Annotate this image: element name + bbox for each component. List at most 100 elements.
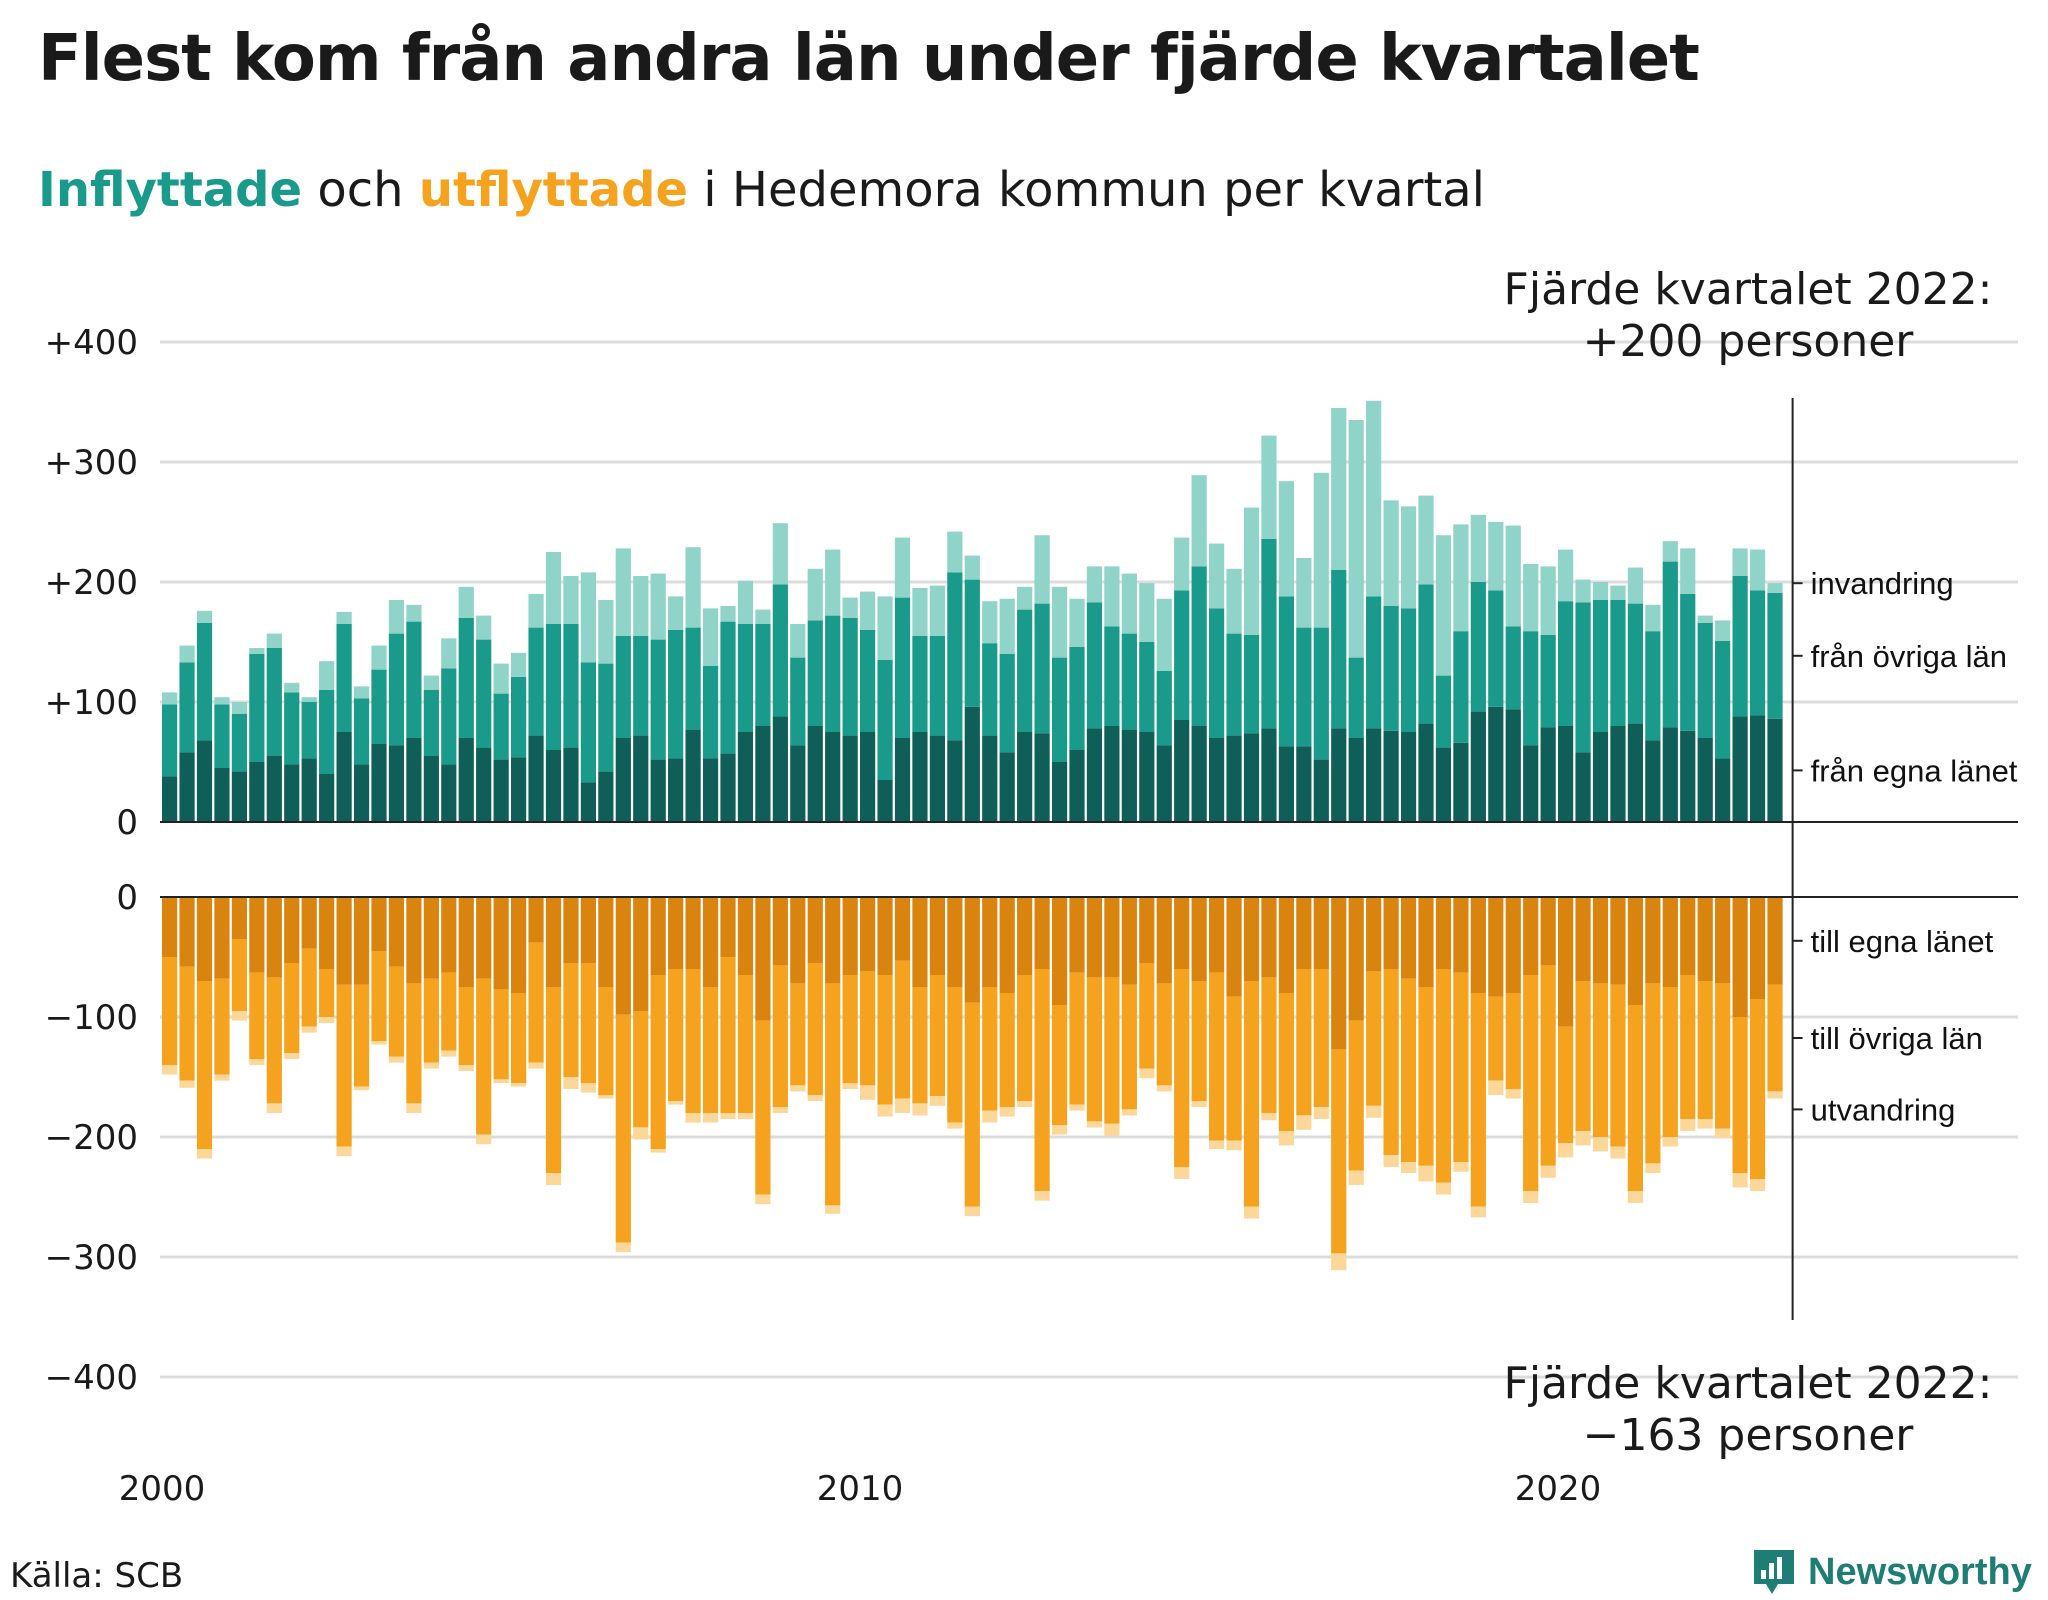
inflow-other-county-bar bbox=[720, 621, 736, 754]
inflow-other-county-bar bbox=[1470, 582, 1486, 712]
y-tick-label: 0 bbox=[116, 803, 138, 843]
inflow-own-county-bar bbox=[615, 738, 631, 822]
outflow-own-county-bar bbox=[1592, 897, 1609, 984]
outflow-emigration-bar bbox=[1505, 1089, 1521, 1099]
outflow-other-county-bar bbox=[1261, 977, 1277, 1113]
outflow-other-county-bar bbox=[982, 987, 998, 1111]
outflow-emigration-bar bbox=[737, 1113, 754, 1119]
inflow-own-county-bar bbox=[1715, 758, 1731, 822]
inflow-immigration-bar bbox=[860, 591, 876, 630]
inflow-own-county-bar bbox=[284, 764, 300, 822]
inflow-other-county-bar bbox=[1243, 634, 1260, 734]
outflow-emigration-bar bbox=[1453, 1162, 1469, 1172]
outflow-own-county-bar bbox=[1226, 897, 1242, 997]
inflow-immigration-bar bbox=[162, 692, 178, 705]
inflow-immigration-bar bbox=[1278, 481, 1294, 597]
inflow-other-county-bar bbox=[650, 639, 666, 760]
inflow-other-county-bar bbox=[1331, 570, 1347, 729]
outflow-other-county-bar bbox=[1139, 963, 1155, 1069]
y-tick-label: 0 bbox=[116, 878, 138, 918]
inflow-immigration-bar bbox=[1558, 549, 1574, 602]
inflow-other-county-bar bbox=[1732, 576, 1748, 717]
inflow-immigration-bar bbox=[493, 663, 509, 694]
outflow-other-county-bar bbox=[1645, 983, 1661, 1164]
inflow-other-county-bar bbox=[1400, 608, 1417, 732]
inflow-other-county-bar bbox=[1592, 600, 1609, 732]
inflow-immigration-bar bbox=[1243, 507, 1260, 635]
outflow-own-county-bar bbox=[1017, 897, 1033, 975]
inflow-other-county-bar bbox=[1034, 603, 1050, 734]
outflow-own-county-bar bbox=[685, 897, 701, 969]
outflow-other-county-bar bbox=[1732, 1017, 1748, 1173]
outflow-emigration-bar bbox=[1592, 1137, 1609, 1152]
outflow-own-county-bar bbox=[441, 897, 457, 973]
outflow-own-county-bar bbox=[1505, 897, 1521, 993]
outflow-emigration-bar bbox=[249, 1059, 265, 1065]
label-till-ovriga-lan: till övriga län bbox=[1811, 1021, 1983, 1056]
y-tick-label: +400 bbox=[45, 323, 138, 363]
outflow-other-county-bar bbox=[1697, 981, 1713, 1119]
outflow-own-county-bar bbox=[1121, 897, 1137, 985]
outflow-own-county-bar bbox=[650, 897, 666, 975]
outflow-other-county-bar bbox=[1749, 999, 1766, 1179]
inflow-immigration-bar bbox=[1400, 506, 1417, 609]
outflow-own-county-bar bbox=[615, 897, 631, 1015]
inflow-immigration-bar bbox=[196, 610, 213, 623]
outflow-other-county-bar bbox=[441, 972, 457, 1051]
inflow-immigration-bar bbox=[441, 638, 457, 669]
outflow-emigration-bar bbox=[336, 1146, 352, 1157]
inflow-immigration-bar bbox=[842, 597, 858, 618]
outflow-other-county-bar bbox=[1558, 1026, 1574, 1143]
outflow-emigration-bar bbox=[388, 1056, 405, 1063]
inflow-own-county-bar bbox=[685, 729, 701, 822]
inflow-other-county-bar bbox=[1051, 657, 1068, 762]
inflow-immigration-bar bbox=[1715, 620, 1731, 641]
outflow-emigration-bar bbox=[1104, 1123, 1120, 1136]
outflow-other-county-bar bbox=[1243, 981, 1260, 1207]
outflow-own-county-bar bbox=[1313, 897, 1329, 969]
inflow-other-county-bar bbox=[947, 572, 963, 741]
outflow-emigration-bar bbox=[1523, 1191, 1539, 1203]
outflow-own-county-bar bbox=[476, 897, 492, 979]
outflow-emigration-bar bbox=[1540, 1165, 1556, 1178]
inflow-immigration-bar bbox=[563, 576, 579, 624]
inflow-other-county-bar bbox=[1540, 634, 1556, 728]
outflow-own-county-bar bbox=[1662, 897, 1678, 987]
outflow-own-county-bar bbox=[319, 897, 335, 969]
inflow-own-county-bar bbox=[196, 740, 213, 822]
inflow-own-county-bar bbox=[894, 738, 911, 822]
outflow-other-county-bar bbox=[1366, 971, 1382, 1106]
outflow-other-county-bar bbox=[371, 951, 387, 1041]
inflow-immigration-bar bbox=[1174, 537, 1190, 591]
outflow-own-county-bar bbox=[964, 897, 980, 1003]
inflow-other-county-bar bbox=[545, 624, 562, 750]
outflow-other-county-bar bbox=[493, 989, 509, 1080]
outflow-own-county-bar bbox=[1435, 897, 1452, 969]
inflow-own-county-bar bbox=[1732, 716, 1748, 822]
inflow-immigration-bar bbox=[371, 645, 387, 670]
inflow-own-county-bar bbox=[1610, 726, 1626, 822]
inflow-immigration-bar bbox=[266, 633, 282, 648]
outflow-own-county-bar bbox=[1540, 897, 1556, 966]
inflow-immigration-bar bbox=[964, 555, 980, 580]
y-tick-label: −400 bbox=[45, 1358, 138, 1398]
inflow-own-county-bar bbox=[1470, 711, 1486, 822]
outflow-own-county-bar bbox=[1366, 897, 1382, 972]
inflow-other-county-bar bbox=[842, 618, 858, 736]
inflow-own-county-bar bbox=[772, 716, 788, 822]
outflow-other-county-bar bbox=[1174, 969, 1190, 1167]
outflow-own-county-bar bbox=[1680, 897, 1696, 975]
inflow-other-county-bar bbox=[1209, 608, 1225, 738]
outflow-own-county-bar bbox=[266, 897, 282, 978]
inflow-immigration-bar bbox=[301, 697, 317, 702]
outflow-other-county-bar bbox=[1418, 987, 1434, 1166]
inflow-own-county-bar bbox=[301, 758, 317, 822]
outflow-annotation-line1: Fjärde kvartalet 2022: bbox=[1504, 1358, 1993, 1409]
inflow-own-county-bar bbox=[441, 764, 457, 822]
outflow-emigration-bar bbox=[1470, 1206, 1486, 1218]
inflow-other-county-bar bbox=[633, 636, 649, 736]
outflow-other-county-bar bbox=[929, 975, 945, 1097]
inflow-other-county-bar bbox=[1086, 602, 1103, 729]
outflow-other-county-bar bbox=[1226, 996, 1242, 1141]
outflow-emigration-bar bbox=[196, 1149, 213, 1159]
